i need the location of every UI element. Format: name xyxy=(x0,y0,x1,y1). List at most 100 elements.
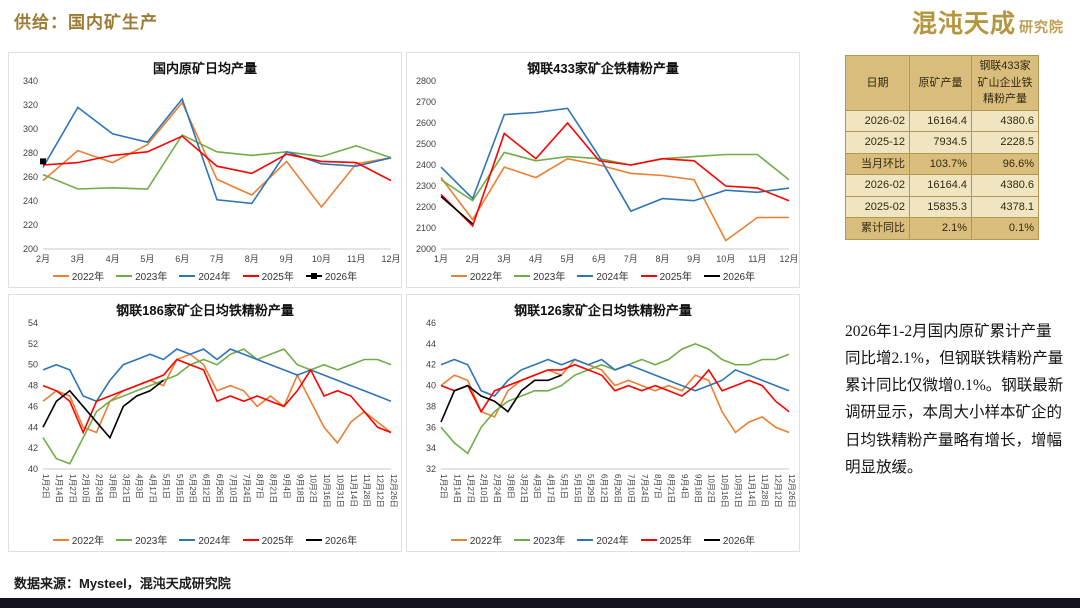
legend-item: 2024年 xyxy=(179,268,231,283)
legend-item: 2024年 xyxy=(577,268,629,283)
legend-swatch xyxy=(179,538,196,541)
chart-plot: 40 42 44 46 48 50 52 54 1月2日 1月14日 1月27日 2月10日 2月24日… xyxy=(9,317,401,531)
legend-label: 2023年 xyxy=(533,272,566,283)
svg-text:6月26日: 6月26日 xyxy=(215,474,224,503)
svg-text:2月24日: 2月24日 xyxy=(493,474,502,503)
chart-legend: 2022年 2023年 2024年 2025年 2026年 xyxy=(407,531,799,551)
table-cell-value: 2.1% xyxy=(909,217,972,240)
svg-text:1月14日: 1月14日 xyxy=(54,474,63,503)
chart-title: 钢联433家矿企铁精粉产量 xyxy=(527,61,679,76)
legend-label: 2026年 xyxy=(324,536,358,547)
svg-text:1月27日: 1月27日 xyxy=(466,474,475,503)
svg-text:7月24日: 7月24日 xyxy=(640,474,649,503)
legend-swatch xyxy=(116,274,133,277)
svg-text:10月31日: 10月31日 xyxy=(335,474,344,508)
legend-swatch xyxy=(52,274,69,277)
svg-text:2400: 2400 xyxy=(416,160,436,170)
svg-text:6月: 6月 xyxy=(592,254,606,264)
legend-label: 2026年 xyxy=(722,536,756,547)
svg-text:300: 300 xyxy=(23,124,38,134)
legend-swatch xyxy=(242,274,259,277)
svg-text:3月8日: 3月8日 xyxy=(506,474,515,499)
svg-text:9月18日: 9月18日 xyxy=(693,474,702,503)
svg-text:9月18日: 9月18日 xyxy=(295,474,304,503)
svg-text:1月: 1月 xyxy=(434,254,448,264)
svg-text:12月: 12月 xyxy=(779,254,798,264)
legend-swatch xyxy=(305,272,322,279)
svg-text:7月: 7月 xyxy=(210,254,224,264)
legend-label: 2022年 xyxy=(71,272,105,283)
svg-text:1月2日: 1月2日 xyxy=(439,474,448,499)
legend-swatch xyxy=(116,538,133,541)
legend-swatch xyxy=(514,538,531,541)
svg-text:5月1日: 5月1日 xyxy=(161,474,170,499)
table-cell-value: 96.6% xyxy=(971,152,1039,175)
chart-panel-433-concentrate-output: 钢联433家矿企铁精粉产量 2000 2100 2200 2300 2400 2500 26… xyxy=(406,52,800,288)
table-cell-value: 103.7% xyxy=(909,152,972,175)
chart-title: 钢联186家矿企日均铁精粉产量 xyxy=(116,303,294,318)
svg-text:11月14日: 11月14日 xyxy=(747,474,756,507)
table-cell-value: 16164.4 xyxy=(909,174,972,197)
svg-text:2000: 2000 xyxy=(416,244,436,254)
svg-text:4月17日: 4月17日 xyxy=(148,474,157,503)
table-header-raw-ore-output: 原矿产量 xyxy=(909,55,972,111)
svg-text:11月14日: 11月14日 xyxy=(349,474,358,507)
svg-text:5月15日: 5月15日 xyxy=(175,474,184,503)
svg-text:1月27日: 1月27日 xyxy=(68,474,77,503)
svg-text:2500: 2500 xyxy=(416,139,436,149)
legend-label: 2023年 xyxy=(533,536,566,547)
legend-swatch xyxy=(450,538,467,541)
svg-text:2300: 2300 xyxy=(416,181,436,191)
svg-text:2800: 2800 xyxy=(416,76,436,86)
svg-text:8月7日: 8月7日 xyxy=(255,474,264,499)
logo: 混沌天成 研究院 xyxy=(912,4,1064,40)
summary-table-body: 2026-02 16164.4 4380.6 2025-12 7934.5 2228.5 当… xyxy=(845,109,1039,240)
svg-text:10月16日: 10月16日 xyxy=(322,474,331,508)
legend-label: 2025年 xyxy=(659,536,692,547)
svg-text:6月12日: 6月12日 xyxy=(600,474,609,503)
svg-text:44: 44 xyxy=(28,422,38,432)
chart-panel-186-daily-concentrate: 钢联186家矿企日均铁精粉产量 40 42 44 46 48 50 52 54 1月2日 1月14… xyxy=(8,294,402,552)
legend-swatch xyxy=(305,538,322,541)
table-cell-value: 4380.6 xyxy=(971,174,1039,197)
svg-text:10月31日: 10月31日 xyxy=(733,474,742,508)
legend-item: 2023年 xyxy=(116,532,167,547)
svg-text:260: 260 xyxy=(23,172,38,182)
svg-text:7月: 7月 xyxy=(624,254,638,264)
commentary-text: 2026年1-2月国内原矿累计产量同比增2.1%，但钢联铁精粉产量累计同比仅微增… xyxy=(845,323,1064,476)
svg-text:12月12日: 12月12日 xyxy=(774,474,783,508)
svg-text:2200: 2200 xyxy=(416,202,436,212)
svg-text:11月: 11月 xyxy=(748,254,766,264)
table-cell-date: 2026-02 xyxy=(845,109,910,132)
svg-text:9月: 9月 xyxy=(687,254,701,264)
svg-text:12月26日: 12月26日 xyxy=(389,474,398,508)
page-title: 供给：国内矿生产 xyxy=(14,13,158,32)
legend-item: 2023年 xyxy=(514,532,565,547)
svg-text:4月3日: 4月3日 xyxy=(533,474,542,499)
svg-text:42: 42 xyxy=(426,360,436,370)
legend-item: 2023年 xyxy=(116,268,167,283)
chart-panel-126-daily-concentrate: 钢联126家矿企日均铁精粉产量 32 34 36 38 40 42 44 46 1月2日 1月14… xyxy=(406,294,800,552)
legend-item: 2022年 xyxy=(450,268,502,283)
svg-text:38: 38 xyxy=(426,401,436,411)
svg-text:200: 200 xyxy=(23,244,38,254)
svg-text:5月: 5月 xyxy=(561,254,575,264)
table-row: 累计同比 2.1% 0.1% xyxy=(845,217,1039,240)
legend-label: 2022年 xyxy=(71,536,105,547)
legend-label: 2024年 xyxy=(596,272,629,283)
svg-text:4月: 4月 xyxy=(529,254,543,264)
table-header-date: 日期 xyxy=(845,55,910,111)
data-source-note: 数据来源：Mysteel，混沌天成研究院 xyxy=(14,576,231,591)
svg-text:4月: 4月 xyxy=(106,254,120,264)
svg-text:240: 240 xyxy=(23,196,38,206)
legend-item: 2025年 xyxy=(242,532,294,547)
svg-text:12月26日: 12月26日 xyxy=(787,474,796,508)
svg-text:220: 220 xyxy=(23,220,38,230)
svg-text:40: 40 xyxy=(426,381,436,391)
svg-text:7月10日: 7月10日 xyxy=(626,474,635,503)
table-row: 2026-02 16164.4 4380.6 xyxy=(845,109,1039,132)
chart-title: 钢联126家矿企日均铁精粉产量 xyxy=(514,303,692,318)
svg-text:5月29日: 5月29日 xyxy=(188,474,197,503)
svg-text:2月: 2月 xyxy=(466,254,480,264)
